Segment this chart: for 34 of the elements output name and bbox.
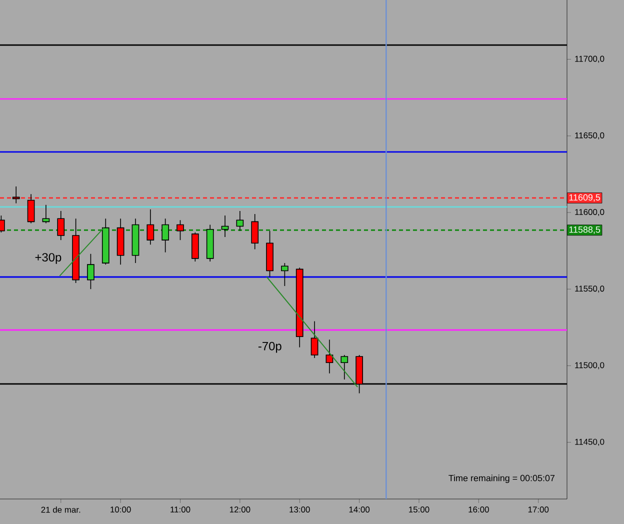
candlestick <box>326 339 334 374</box>
y-tick-label: 11550,0 <box>575 286 604 293</box>
candlestick <box>281 262 288 286</box>
y-tick-label: 11650,0 <box>575 132 604 140</box>
y-tick-label: 11500,0 <box>575 362 604 370</box>
x-tick-label: 21 de mar. <box>41 506 80 513</box>
annotation: +30p <box>35 253 62 264</box>
candlestick <box>162 218 170 253</box>
y-tick-label: 11450,0 <box>575 438 604 446</box>
ref-line-label: 11609,5 <box>569 194 600 202</box>
candlestick <box>12 186 20 204</box>
candlestick <box>57 210 65 240</box>
candlestick <box>27 194 35 224</box>
annotation: Time remaining = 00:05:07 <box>448 474 555 484</box>
x-tick-label: 10:00 <box>110 506 131 513</box>
x-tick-label: 17:00 <box>528 506 549 513</box>
x-tick-label: 12:00 <box>230 506 250 513</box>
x-tick-label: 11:00 <box>170 506 190 513</box>
x-tick-label: 16:00 <box>468 506 489 513</box>
candlestick <box>42 204 50 224</box>
x-tick-label: 13:00 <box>290 506 310 513</box>
candlestick <box>236 210 244 232</box>
candlestick <box>310 320 318 358</box>
y-tick-label: 11700,0 <box>575 56 604 63</box>
x-tick-label: 15:00 <box>409 506 430 513</box>
ref-line-label: 11588,5 <box>569 226 600 234</box>
candlestick <box>146 209 154 246</box>
y-tick-label: 11600,0 <box>575 209 604 216</box>
candlestick <box>176 220 184 240</box>
candlestick <box>340 354 348 380</box>
x-tick-label: 14:00 <box>349 506 370 513</box>
annotation: -70p <box>258 342 282 353</box>
candlestick <box>251 214 259 250</box>
candlestick <box>87 253 94 290</box>
